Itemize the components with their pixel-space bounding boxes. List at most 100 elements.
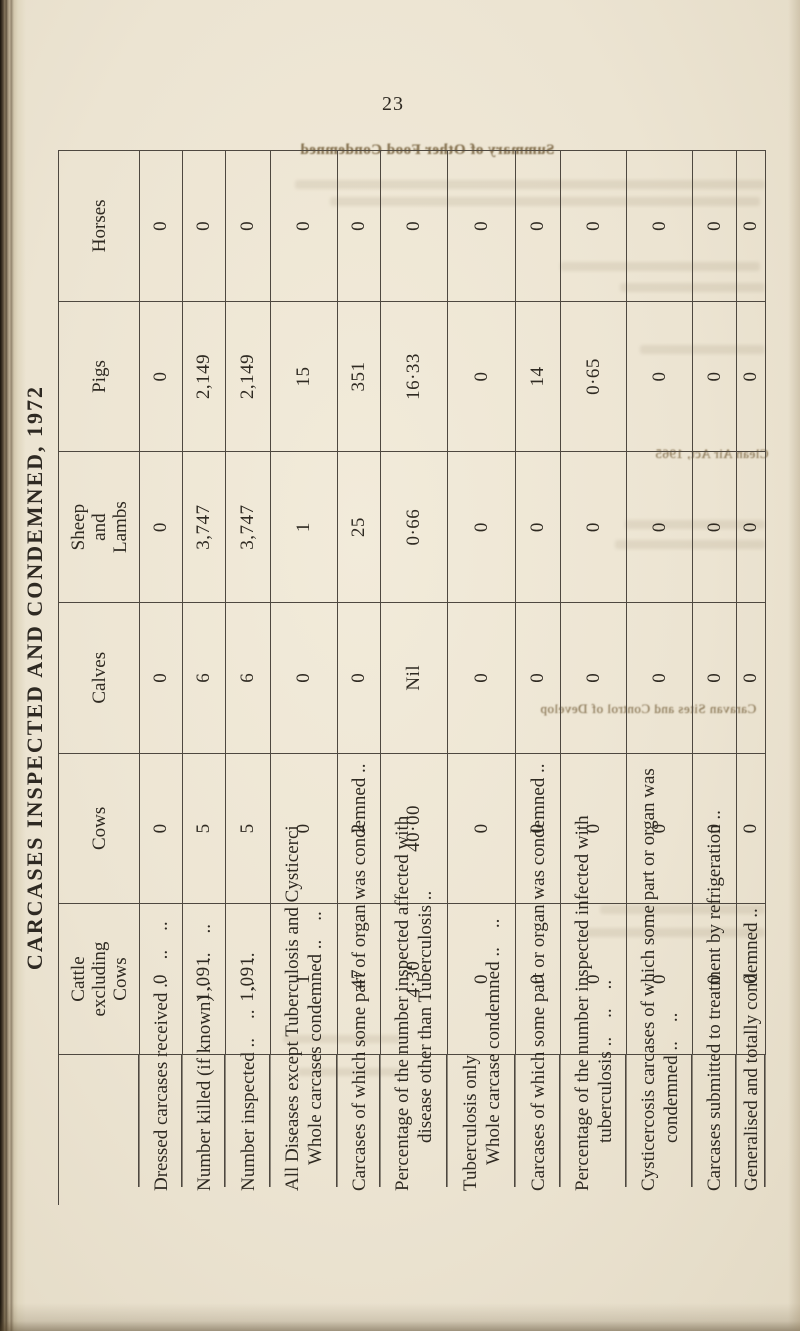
table-row: Tuberculosis only Whole carcase condemned… [447, 150, 516, 1205]
table-row: Cysticercosis carcases of which some par… [626, 150, 693, 1205]
table-row: Number killed (if known) .. .. .. 1,091 5 6… [182, 150, 226, 1205]
table-row: Percentage of the number inspected infec… [560, 150, 627, 1205]
header-cell: Sheep and Lambs [58, 451, 140, 603]
row-label-line: Number killed (if known) .. .. .. [193, 923, 215, 1191]
value-cell: 351 [337, 301, 381, 452]
value-cell: 3,747 [225, 451, 271, 603]
row-label-line: Cysticercosis carcases of which some par… [637, 768, 659, 1191]
value-cell: 0 [139, 150, 183, 302]
bleedthrough-smudge [600, 905, 765, 914]
row-label-line: Carcases submitted to treatment by refri… [704, 810, 725, 1191]
value-cell: 0 [515, 451, 561, 603]
rotated-table-container: CARCASES INSPECTED AND CONDEMNED, 1972 C… [12, 150, 766, 1205]
row-label-line: All Diseases except Tuberculosis and Cys… [282, 825, 303, 1191]
row-label-line: Percentage of the number inspected infec… [571, 815, 593, 1191]
table-row: All Diseases except Tuberculosis and Cys… [270, 150, 338, 1205]
value-cell: 6 [225, 602, 271, 754]
value-cell: 0·65 [560, 301, 627, 452]
value-cell: 0 [270, 753, 338, 904]
carcases-table: Cattle excluding Cows Cows Calves Sheep and Lam… [58, 150, 766, 1205]
bleedthrough-smudge [640, 345, 765, 354]
value-cell: 0 [736, 451, 766, 603]
value-cell: 0 [337, 150, 381, 302]
header-cell: Calves [58, 602, 140, 754]
value-cell: 0 [270, 150, 338, 302]
row-label-cell: Dressed carcases received .. .. .. [139, 921, 183, 1205]
value-cell: 0 [560, 753, 627, 904]
row-label-cell: Tuberculosis only Whole carcase condemned… [447, 918, 516, 1205]
table-title: CARCASES INSPECTED AND CONDEMNED, 1972 [22, 384, 47, 971]
value-cell: 0 [560, 150, 627, 302]
bleedthrough-smudge [625, 520, 765, 529]
table-row: Carcases submitted to treatment by refri… [692, 150, 737, 1205]
value-cell: 0 [736, 753, 766, 904]
header-cell: Cattle excluding Cows [58, 903, 140, 1055]
page-right-shadow [788, 0, 800, 1331]
row-label-line: disease other than Tuberculosis .. [415, 890, 436, 1143]
value-cell: 0 [182, 150, 226, 302]
row-label-line: Carcases of which some part of organ was… [348, 763, 370, 1191]
row-label-line: Carcases of which some part or organ was… [527, 763, 549, 1191]
value-cell: 0 [447, 602, 516, 754]
row-label-cell: Percentage of the number inspected affec… [380, 815, 448, 1205]
row-label-line: Number inspected .. .. .. .. [237, 952, 259, 1191]
value-cell: 0 [139, 451, 183, 603]
bleedthrough-smudge [585, 928, 765, 937]
table-row: Generalised and totally condemned .. 0 0 0 0… [736, 150, 766, 1205]
value-cell: 0 [692, 301, 737, 452]
row-label-line: Percentage of the number inspected affec… [392, 815, 413, 1191]
value-cell: 0 [447, 753, 516, 904]
value-cell: 0 [626, 150, 693, 302]
value-cell: 0 [626, 753, 693, 904]
row-label-cell: Carcases of which some part or organ was… [515, 763, 561, 1205]
header-cell: Horses [58, 150, 140, 302]
row-label-line: Whole carcases condemned .. .. [305, 911, 326, 1165]
value-cell: 0 [447, 150, 516, 302]
value-cell: 0 [560, 602, 627, 754]
value-cell: 0 [337, 602, 381, 754]
value-cell: 5 [182, 753, 226, 904]
bleedthrough-smudge [330, 197, 760, 206]
value-cell: 16·33 [380, 301, 448, 452]
row-label-cell: Carcases submitted to treatment by refri… [692, 810, 737, 1205]
value-cell: 14 [515, 301, 561, 452]
bleedthrough-smudge [283, 1035, 401, 1043]
row-label-line: tuberculosis .. .. .. [594, 979, 616, 1143]
bleedthrough-smudge [615, 540, 765, 549]
header-row: Cattle excluding Cows Cows Calves Sheep and Lam… [58, 150, 140, 1205]
table-row: Dressed carcases received .. .. .. 0 0 0 0 0 0 [139, 150, 183, 1205]
value-cell: 5 [225, 753, 271, 904]
value-cell: 0 [515, 150, 561, 302]
value-cell: 0 [692, 602, 737, 754]
value-cell: 0 [139, 602, 183, 754]
value-cell: 0 [447, 301, 516, 452]
value-cell: 0 [225, 150, 271, 302]
value-cell: 1 [270, 451, 338, 603]
value-cell: 0 [139, 301, 183, 452]
row-label-cell: Cysticercosis carcases of which some par… [626, 768, 693, 1205]
table-row: Carcases of which some part or organ was… [515, 150, 561, 1205]
value-cell: 0 [380, 150, 448, 302]
value-cell: 2,149 [182, 301, 226, 452]
row-label-cell: Carcases of which some part of organ was… [337, 763, 381, 1205]
row-label-line: condemned .. .. [660, 1012, 682, 1143]
table-row: Carcases of which some part of organ was… [337, 150, 381, 1205]
value-cell: 40·00 [380, 753, 448, 904]
value-cell: 6 [182, 602, 226, 754]
page-bottom-shadow [0, 1303, 800, 1331]
value-cell: 0 [626, 451, 693, 603]
header-cell: Cows [58, 753, 140, 904]
value-cell: 0 [692, 451, 737, 603]
value-cell: 0·66 [380, 451, 448, 603]
table-row: Number inspected .. .. .. .. 1,091 5 6 3,747… [225, 150, 271, 1205]
bleedthrough-smudge [620, 283, 765, 292]
value-cell: 0 [139, 753, 183, 904]
row-label-line: Whole carcase condemned .. .. [482, 918, 504, 1165]
page-number: 23 [382, 93, 404, 115]
value-cell: 0 [736, 301, 766, 452]
header-cell: Pigs [58, 301, 140, 452]
row-label-line: Generalised and totally condemned .. [740, 908, 762, 1191]
value-cell: 0 [626, 602, 693, 754]
row-label-cell: All Diseases except Tuberculosis and Cys… [270, 825, 338, 1205]
